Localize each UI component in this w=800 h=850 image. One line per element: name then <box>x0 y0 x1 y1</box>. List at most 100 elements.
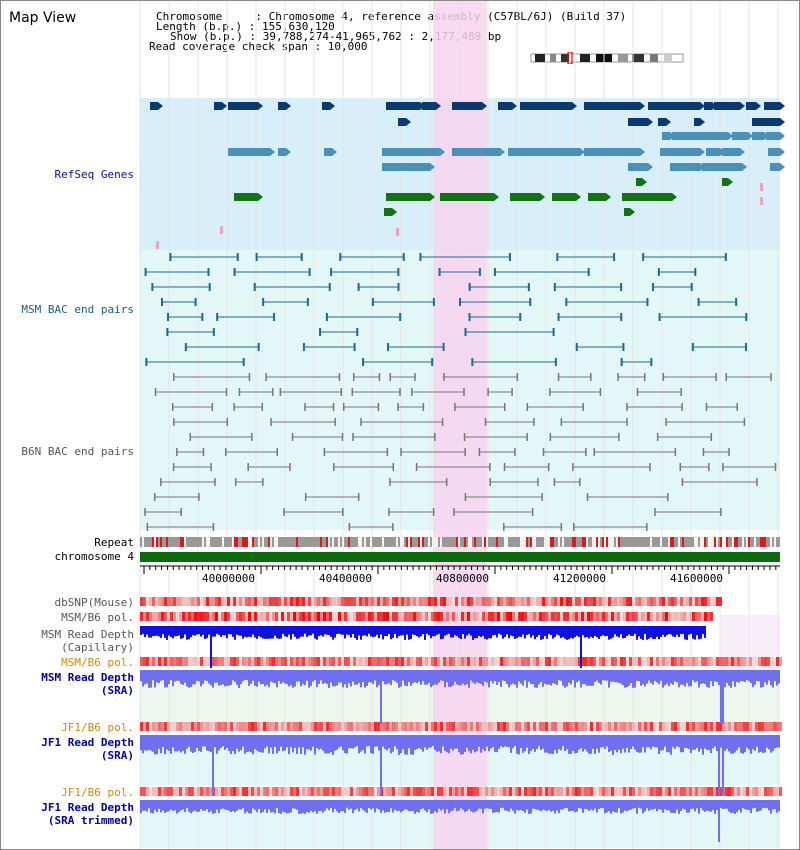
polymorphism-bin <box>224 787 227 796</box>
read-depth-bar <box>490 670 492 681</box>
read-depth-bar <box>280 735 282 747</box>
bac-end-mark <box>357 493 360 501</box>
read-depth-bar <box>618 735 620 750</box>
read-depth-bar <box>334 800 336 809</box>
read-depth-bar <box>204 626 206 640</box>
track-label-repeat: Repeat <box>94 536 134 549</box>
read-depth-bar <box>298 670 300 682</box>
polymorphism-bin <box>176 657 179 666</box>
read-depth-bar <box>646 800 648 809</box>
polymorphism-bin <box>218 597 221 606</box>
polymorphism-bin <box>656 657 659 666</box>
polymorphism-bin <box>296 597 299 606</box>
read-depth-bar <box>520 735 522 749</box>
polymorphism-bin <box>416 722 419 731</box>
repeat-block <box>522 537 524 547</box>
read-depth-bar <box>720 800 722 808</box>
polymorphism-bin <box>527 722 530 731</box>
bac-end-mark <box>189 433 191 441</box>
polymorphism-bin <box>362 657 365 666</box>
read-depth-bar <box>250 670 252 684</box>
read-depth-bar <box>262 800 264 813</box>
read-depth-bar <box>564 735 566 752</box>
repeat-block <box>558 537 560 547</box>
read-depth-bar <box>398 670 400 688</box>
polymorphism-bin <box>431 787 434 796</box>
read-depth-bar <box>558 800 560 814</box>
polymorphism-bin <box>437 787 440 796</box>
polymorphism-bin <box>746 787 749 796</box>
repeat-block <box>432 537 434 547</box>
polymorphism-bin <box>149 612 152 621</box>
repeat-block <box>496 537 498 547</box>
bac-end-mark <box>443 373 445 381</box>
read-depth-bar <box>778 735 780 748</box>
polymorphism-bin <box>698 612 701 621</box>
bac-end-mark <box>341 433 344 441</box>
repeat-block <box>470 537 472 547</box>
bac-end-mark <box>362 358 365 366</box>
read-depth-bar <box>764 800 766 808</box>
read-depth-bar <box>434 670 436 685</box>
polymorphism-bin <box>650 657 653 666</box>
read-depth-bar <box>526 670 528 688</box>
read-depth-bar <box>310 670 312 686</box>
repeat-block <box>702 537 704 547</box>
read-depth-bar <box>628 670 630 686</box>
read-depth-bar <box>230 626 232 635</box>
polymorphism-bin <box>230 722 233 731</box>
read-depth-bar <box>476 735 478 752</box>
read-depth-bar <box>204 670 206 681</box>
read-depth-bar <box>488 735 490 752</box>
gene-strand-arrow <box>158 102 163 110</box>
gene-feature <box>672 132 728 140</box>
repeat-block <box>616 537 618 547</box>
polymorphism-bin <box>233 612 236 621</box>
read-depth-bar <box>526 800 528 810</box>
read-depth-bar <box>520 670 522 684</box>
read-depth-bar <box>206 670 208 682</box>
polymorphism-bin <box>539 787 542 796</box>
read-depth-bar <box>626 670 628 688</box>
repeat-block <box>582 537 584 547</box>
read-depth-bar <box>552 626 554 639</box>
read-depth-bar <box>416 670 418 684</box>
read-depth-bar <box>400 670 402 687</box>
repeat-block <box>754 537 756 547</box>
read-depth-bar <box>352 800 354 814</box>
polymorphism-bin <box>557 787 560 796</box>
polymorphism-bin <box>734 722 737 731</box>
polymorphism-bin <box>218 612 221 621</box>
polymorphism-bin <box>449 722 452 731</box>
read-depth-bar <box>172 626 174 639</box>
polymorphism-bin <box>329 787 332 796</box>
read-depth-bar <box>254 626 256 638</box>
read-depth-bar <box>516 626 518 639</box>
polymorphism-bin <box>293 597 296 606</box>
read-depth-bar <box>688 735 690 750</box>
bac-end-mark <box>478 448 481 456</box>
read-depth-bar <box>244 670 246 680</box>
read-depth-bar <box>608 626 610 640</box>
polymorphism-bin <box>254 657 257 666</box>
read-depth-bar <box>270 735 272 748</box>
read-depth-bar <box>462 735 464 755</box>
read-depth-bar <box>658 800 660 810</box>
bac-end-mark <box>173 418 175 426</box>
read-depth-bar <box>496 735 498 753</box>
gene-feature <box>714 102 740 110</box>
read-depth-bar <box>684 800 686 810</box>
read-depth-bar <box>626 735 628 748</box>
repeat-block <box>764 537 766 547</box>
read-depth-bar <box>558 626 560 636</box>
polymorphism-bin <box>323 597 326 606</box>
polymorphism-bin <box>476 657 479 666</box>
read-depth-bar <box>364 670 366 688</box>
polymorphism-bin <box>650 787 653 796</box>
read-depth-bar <box>306 670 308 681</box>
read-depth-bar <box>454 800 456 808</box>
polymorphism-bin <box>452 787 455 796</box>
polymorphism-bin <box>482 787 485 796</box>
read-depth-bar <box>630 626 632 636</box>
